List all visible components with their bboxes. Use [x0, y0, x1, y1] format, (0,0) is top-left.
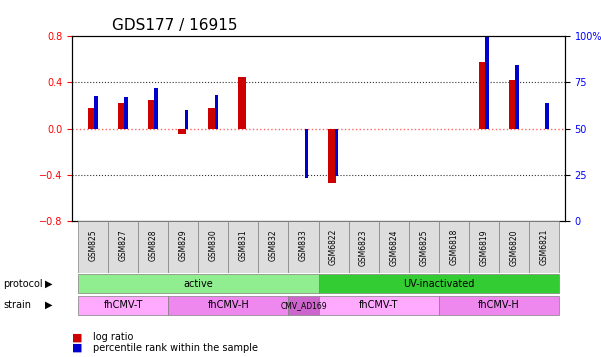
Text: ▶: ▶	[45, 300, 52, 310]
Text: GSM6823: GSM6823	[359, 229, 368, 266]
FancyBboxPatch shape	[78, 274, 319, 293]
Text: GSM829: GSM829	[179, 229, 188, 261]
FancyBboxPatch shape	[228, 221, 258, 273]
FancyBboxPatch shape	[168, 221, 198, 273]
Text: GSM6819: GSM6819	[480, 229, 488, 266]
Bar	[154, 88, 158, 129]
FancyBboxPatch shape	[469, 221, 499, 273]
FancyBboxPatch shape	[349, 221, 379, 273]
Bar	[328, 129, 336, 183]
Bar	[185, 110, 188, 129]
FancyBboxPatch shape	[529, 221, 559, 273]
Bar	[515, 65, 519, 129]
FancyBboxPatch shape	[409, 221, 439, 273]
Bar	[508, 80, 516, 129]
FancyBboxPatch shape	[168, 296, 288, 315]
Text: GDS177 / 16915: GDS177 / 16915	[112, 18, 237, 33]
Bar	[335, 129, 338, 176]
FancyBboxPatch shape	[78, 296, 168, 315]
Text: fhCMV-T: fhCMV-T	[103, 300, 143, 310]
Bar	[118, 103, 126, 129]
Text: log ratio: log ratio	[93, 332, 133, 342]
Bar	[208, 108, 216, 129]
Bar	[545, 103, 549, 129]
Text: strain: strain	[3, 300, 31, 310]
FancyBboxPatch shape	[439, 221, 469, 273]
Text: fhCMV-H: fhCMV-H	[207, 300, 249, 310]
Text: GSM6820: GSM6820	[510, 229, 518, 266]
FancyBboxPatch shape	[258, 221, 288, 273]
Text: GSM833: GSM833	[299, 229, 308, 261]
FancyBboxPatch shape	[108, 221, 138, 273]
FancyBboxPatch shape	[288, 296, 319, 315]
Bar	[478, 62, 486, 129]
FancyBboxPatch shape	[499, 221, 529, 273]
Bar	[178, 129, 186, 134]
Text: GSM6818: GSM6818	[450, 229, 458, 266]
Text: UV-inactivated: UV-inactivated	[403, 279, 474, 289]
Bar	[305, 129, 308, 178]
Text: GSM6824: GSM6824	[389, 229, 398, 266]
Bar	[148, 100, 156, 129]
Text: GSM828: GSM828	[149, 229, 157, 261]
FancyBboxPatch shape	[319, 296, 439, 315]
FancyBboxPatch shape	[319, 274, 559, 293]
Text: GSM831: GSM831	[239, 229, 248, 261]
Text: GSM6821: GSM6821	[540, 229, 548, 266]
Bar	[485, 37, 489, 129]
Text: active: active	[183, 279, 213, 289]
Text: CMV_AD169: CMV_AD169	[280, 301, 327, 310]
Text: GSM6825: GSM6825	[419, 229, 428, 266]
FancyBboxPatch shape	[439, 296, 559, 315]
FancyBboxPatch shape	[379, 221, 409, 273]
Text: fhCMV-H: fhCMV-H	[478, 300, 520, 310]
Text: ■: ■	[72, 332, 82, 342]
Text: protocol: protocol	[3, 279, 43, 289]
Bar	[94, 96, 98, 129]
Text: GSM832: GSM832	[269, 229, 278, 261]
Text: GSM827: GSM827	[119, 229, 127, 261]
Text: ■: ■	[72, 343, 82, 353]
Bar	[238, 77, 246, 129]
Text: ▶: ▶	[45, 279, 52, 289]
FancyBboxPatch shape	[319, 221, 349, 273]
Text: GSM6822: GSM6822	[329, 229, 338, 266]
Text: percentile rank within the sample: percentile rank within the sample	[93, 343, 258, 353]
Bar	[88, 108, 96, 129]
Bar	[215, 95, 218, 129]
FancyBboxPatch shape	[198, 221, 228, 273]
Text: fhCMV-T: fhCMV-T	[359, 300, 398, 310]
Text: GSM830: GSM830	[209, 229, 218, 261]
FancyBboxPatch shape	[288, 221, 319, 273]
FancyBboxPatch shape	[138, 221, 168, 273]
FancyBboxPatch shape	[78, 221, 108, 273]
Text: GSM825: GSM825	[89, 229, 97, 261]
Bar	[124, 97, 128, 129]
